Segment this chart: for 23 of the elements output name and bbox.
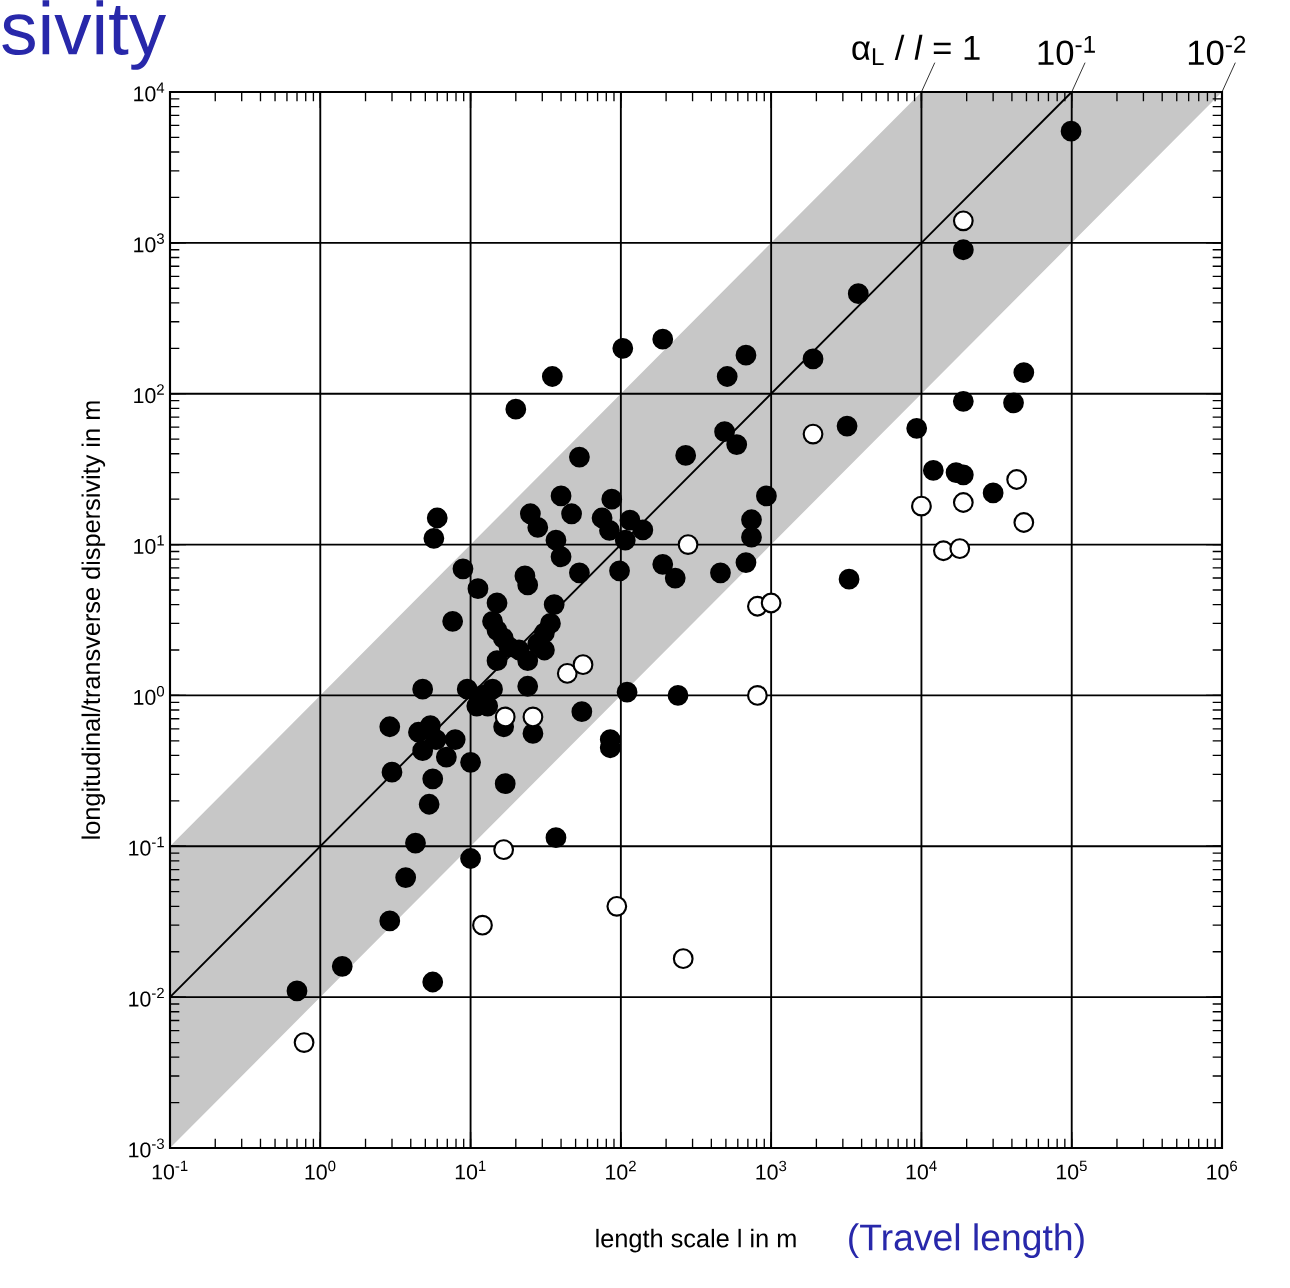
x-tick-label: 10$^{3}$ [756, 1160, 787, 1180]
text: (Travel length) [849, 1223, 1084, 1259]
y-tick-label: 10$^{4}$ [134, 82, 165, 102]
x-tick-label: 10$^{4}$ [906, 1160, 937, 1180]
y-tick-label: 10$^{-2}$ [129, 987, 164, 1007]
annotation: α$_{L}$ / l = 1 [852, 34, 980, 66]
x-tick-label: 10$^{0}$ [305, 1160, 336, 1180]
chart-title: sivity [2, 0, 167, 70]
x-axis-title: length scale l in m [596, 1228, 796, 1253]
y-tick-label: 10$^{1}$ [134, 535, 164, 554]
y-tick-label: 10$^{3}$ [134, 233, 164, 253]
y-tick-label: 10$^{-1}$ [129, 836, 164, 856]
annotation: 10$^{-1}$ [1038, 35, 1095, 66]
x-tick-label: 10$^{2}$ [606, 1160, 636, 1180]
y-axis-title: longitudinal/transverse dispersivity in m [81, 401, 106, 839]
x-tick-label: 10$^{1}$ [455, 1160, 486, 1180]
y-tick-label: 10$^{-3}$ [129, 1138, 164, 1158]
annotation: 10$^{-2}$ [1188, 35, 1246, 66]
y-tick-label: 10$^{0}$ [134, 685, 165, 705]
x-tick-label: 10$^{5}$ [1057, 1160, 1087, 1180]
x-tick-label: 10$^{-1}$ [152, 1160, 188, 1180]
x-tick-label: 10$^{6}$ [1207, 1160, 1238, 1180]
y-tick-label: 10$^{2}$ [134, 384, 164, 404]
